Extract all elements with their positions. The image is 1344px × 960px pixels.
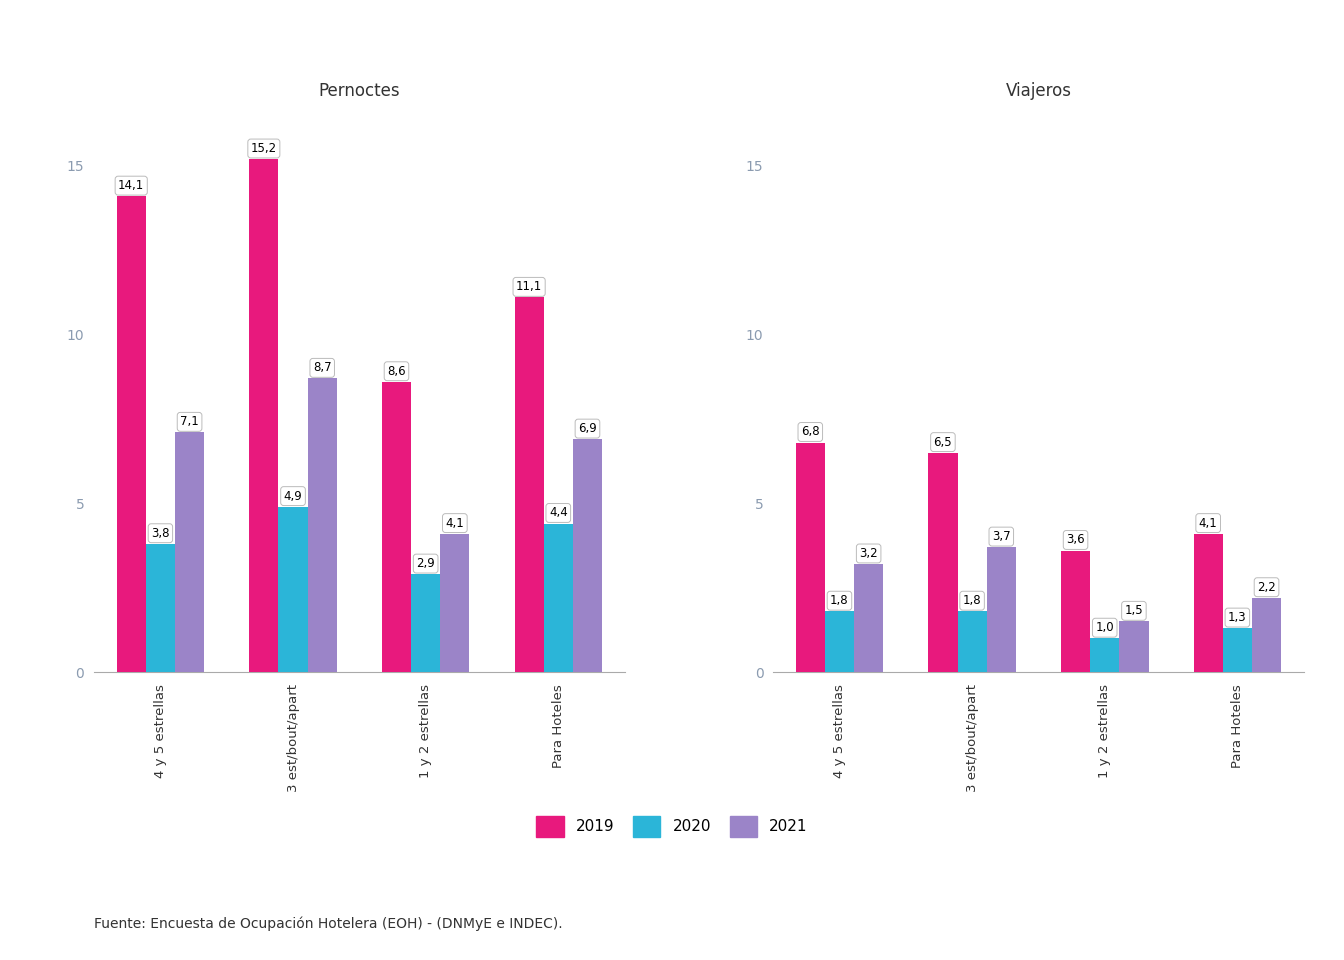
Text: 2,9: 2,9: [417, 557, 435, 570]
Bar: [308, 378, 337, 672]
Bar: [1223, 628, 1253, 672]
Text: 8,6: 8,6: [387, 365, 406, 377]
Bar: [117, 196, 145, 672]
Bar: [544, 523, 573, 672]
Title: Viajeros: Viajeros: [1005, 82, 1071, 100]
Text: 14,1: 14,1: [118, 180, 144, 192]
Text: 4,4: 4,4: [548, 507, 567, 519]
Text: 3,6: 3,6: [1066, 534, 1085, 546]
Text: 3,7: 3,7: [992, 530, 1011, 543]
Title: Pernoctes: Pernoctes: [319, 82, 401, 100]
Bar: [1060, 550, 1090, 672]
Text: 6,9: 6,9: [578, 422, 597, 435]
Bar: [175, 432, 204, 672]
Bar: [573, 439, 602, 672]
Text: 1,5: 1,5: [1125, 605, 1144, 617]
Text: 1,3: 1,3: [1228, 612, 1247, 624]
Text: 2,2: 2,2: [1257, 581, 1275, 593]
Text: 3,2: 3,2: [859, 547, 878, 560]
Bar: [249, 159, 278, 672]
Bar: [825, 612, 853, 672]
Text: 1,8: 1,8: [962, 594, 981, 608]
Text: 8,7: 8,7: [313, 361, 332, 374]
Text: 6,5: 6,5: [934, 436, 953, 448]
Text: 4,1: 4,1: [445, 516, 464, 530]
Bar: [853, 564, 883, 672]
Text: Fuente: Encuesta de Ocupación Hotelera (EOH) - (DNMyE e INDEC).: Fuente: Encuesta de Ocupación Hotelera (…: [94, 917, 563, 931]
Bar: [411, 574, 441, 672]
Text: 4,9: 4,9: [284, 490, 302, 503]
Bar: [986, 547, 1016, 672]
Bar: [957, 612, 986, 672]
Bar: [382, 382, 411, 672]
Bar: [1120, 621, 1149, 672]
Text: 4,1: 4,1: [1199, 516, 1218, 530]
Bar: [278, 507, 308, 672]
Bar: [1193, 534, 1223, 672]
Text: 15,2: 15,2: [251, 142, 277, 155]
Bar: [796, 443, 825, 672]
Bar: [145, 543, 175, 672]
Bar: [1253, 598, 1281, 672]
Bar: [515, 298, 544, 672]
Text: 7,1: 7,1: [180, 416, 199, 428]
Text: 1,0: 1,0: [1095, 621, 1114, 635]
Text: 11,1: 11,1: [516, 280, 542, 294]
Bar: [929, 453, 957, 672]
Bar: [1090, 638, 1120, 672]
Text: 6,8: 6,8: [801, 425, 820, 439]
Text: 1,8: 1,8: [831, 594, 849, 608]
Legend: 2019, 2020, 2021: 2019, 2020, 2021: [536, 816, 808, 837]
Text: 3,8: 3,8: [151, 527, 169, 540]
Bar: [441, 534, 469, 672]
